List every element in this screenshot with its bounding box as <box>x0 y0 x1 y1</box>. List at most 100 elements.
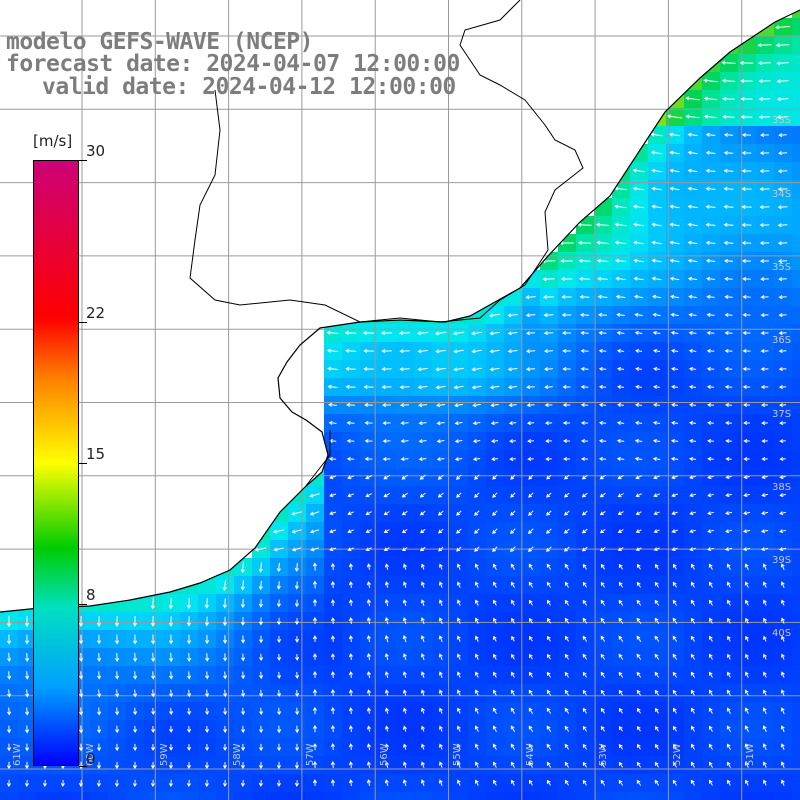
wind-arrow <box>543 294 555 300</box>
wind-arrow <box>438 635 443 643</box>
colorbar-tick <box>79 321 87 323</box>
wind-arrow <box>421 725 425 732</box>
wind-arrow <box>366 617 371 625</box>
wind-arrow <box>654 635 660 642</box>
wind-arrow <box>777 169 788 174</box>
wind-arrow <box>689 547 696 552</box>
wind-arrow <box>439 725 443 732</box>
wind-arrow <box>672 653 678 660</box>
wind-arrow <box>616 330 625 335</box>
speed-cell <box>792 792 800 800</box>
wind-arrow <box>383 529 390 533</box>
wind-arrow <box>708 563 713 570</box>
wind-arrow <box>438 671 443 678</box>
wind-arrow <box>669 258 680 263</box>
wind-arrow <box>564 492 570 498</box>
wind-arrow <box>582 779 588 786</box>
longitude-label: 61W <box>12 743 23 766</box>
wind-arrow <box>402 581 407 588</box>
wind-arrow <box>492 581 497 588</box>
wind-arrow <box>291 511 303 516</box>
wind-arrow <box>759 168 770 174</box>
wind-arrow <box>652 438 661 443</box>
wind-arrow <box>438 599 443 606</box>
wind-arrow <box>400 420 409 426</box>
wind-arrow <box>435 385 446 390</box>
wind-arrow <box>564 653 570 660</box>
wind-arrow <box>366 743 371 750</box>
wind-arrow <box>777 241 788 246</box>
wind-arrow <box>688 294 697 299</box>
wind-arrow <box>328 456 337 462</box>
wind-arrow <box>186 597 191 610</box>
wind-arrow <box>635 366 642 371</box>
wind-arrow <box>775 25 791 30</box>
wind-arrow <box>6 634 12 645</box>
wind-arrow <box>780 671 785 678</box>
wind-arrow <box>364 438 373 444</box>
wind-arrow <box>398 331 411 336</box>
wind-arrow <box>562 348 571 354</box>
wind-arrow <box>240 707 246 716</box>
wind-arrow <box>725 402 733 408</box>
wind-arrow <box>564 617 570 624</box>
wind-arrow <box>474 546 480 552</box>
wind-arrow <box>672 617 678 624</box>
wind-arrow <box>722 96 735 101</box>
speed-cell <box>792 108 800 127</box>
colorbar-tick <box>79 160 87 161</box>
wind-arrow <box>617 366 625 371</box>
land-mass <box>0 0 800 612</box>
wind-arrow <box>564 779 570 786</box>
wind-arrow <box>654 707 659 714</box>
wind-arrow <box>760 294 769 300</box>
wind-arrow <box>690 635 696 642</box>
wind-arrow <box>776 79 789 84</box>
wind-arrow <box>529 617 533 624</box>
wind-arrow <box>762 743 767 751</box>
wind-arrow <box>456 617 461 624</box>
wind-arrow <box>508 403 517 408</box>
wind-arrow <box>618 761 624 768</box>
wind-arrow <box>438 617 443 625</box>
wind-arrow <box>456 689 461 696</box>
wind-arrow <box>653 402 660 407</box>
wind-arrow <box>689 529 696 534</box>
wind-arrow <box>133 689 138 698</box>
wind-arrow <box>742 132 752 138</box>
wind-arrow <box>168 597 173 610</box>
wind-arrow <box>687 204 698 209</box>
wind-arrow <box>744 743 749 751</box>
wind-arrow <box>617 547 624 551</box>
wind-arrow <box>596 240 609 245</box>
wind-arrow <box>618 599 624 606</box>
wind-arrow <box>705 186 716 191</box>
wind-arrow <box>671 547 678 552</box>
wind-arrow <box>672 671 678 678</box>
wind-arrow <box>687 132 698 137</box>
wind-arrow <box>546 581 552 588</box>
wind-arrow <box>291 547 302 552</box>
longitude-label: 51W <box>745 743 756 766</box>
wind-arrow <box>400 456 409 462</box>
wind-arrow <box>330 743 335 751</box>
longitude-label: 58W <box>231 743 243 766</box>
wind-arrow <box>312 761 318 769</box>
wind-arrow <box>240 561 245 574</box>
wind-arrow <box>651 276 662 281</box>
wind-arrow <box>348 653 353 660</box>
wind-arrow <box>327 366 338 371</box>
wind-arrow <box>528 761 534 768</box>
wind-arrow <box>635 475 643 480</box>
wind-arrow <box>456 779 461 786</box>
wind-arrow <box>366 707 371 714</box>
speed-cell <box>414 792 433 800</box>
colorbar-tick <box>79 604 87 606</box>
wind-arrow <box>456 510 462 516</box>
wind-arrow <box>526 385 535 390</box>
wind-arrow <box>510 581 515 588</box>
wind-arrow <box>420 635 425 643</box>
wind-arrow <box>312 580 318 589</box>
wind-arrow <box>511 617 515 624</box>
wind-arrow <box>636 689 642 696</box>
